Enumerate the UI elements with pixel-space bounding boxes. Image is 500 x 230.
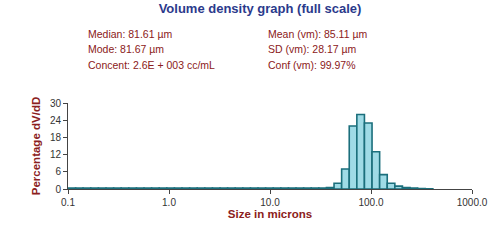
svg-text:Median: 81.61 µm: Median: 81.61 µm	[88, 28, 173, 40]
svg-text:18: 18	[50, 132, 62, 143]
svg-text:Mode: 81.67 µm: Mode: 81.67 µm	[88, 43, 164, 55]
svg-text:Conf (vm): 99.97%: Conf (vm): 99.97%	[268, 59, 356, 71]
svg-text:30: 30	[50, 98, 62, 109]
svg-text:6: 6	[55, 166, 61, 177]
svg-text:12: 12	[50, 149, 62, 160]
svg-text:1000.0: 1000.0	[457, 197, 488, 208]
svg-text:24: 24	[50, 115, 62, 126]
svg-text:Mean (vm): 85.11 µm: Mean (vm): 85.11 µm	[268, 28, 367, 40]
svg-text:SD (vm): 28.17 µm: SD (vm): 28.17 µm	[268, 43, 357, 55]
svg-text:Percentage dV/dD: Percentage dV/dD	[30, 97, 42, 195]
svg-text:Volume density graph (full sca: Volume density graph (full scale)	[159, 1, 362, 16]
svg-text:100.0: 100.0	[358, 197, 383, 208]
svg-text:10.0: 10.0	[260, 197, 280, 208]
svg-text:Concent: 2.6E + 003 cc/mL: Concent: 2.6E + 003 cc/mL	[88, 59, 215, 71]
svg-text:Size in microns: Size in microns	[228, 208, 312, 220]
svg-text:0: 0	[55, 184, 61, 195]
svg-text:0.1: 0.1	[61, 197, 75, 208]
svg-text:1.0: 1.0	[162, 197, 176, 208]
